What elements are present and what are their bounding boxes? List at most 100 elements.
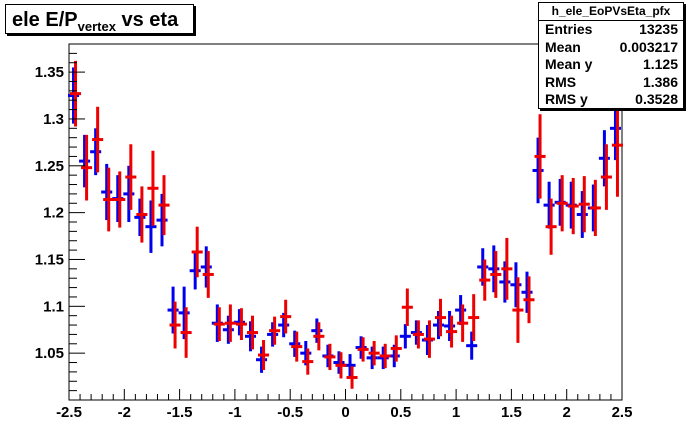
stats-value: 0.3528 [635, 91, 678, 107]
data-point [213, 307, 225, 341]
x-tick-label: 2 [563, 404, 571, 421]
data-point [302, 348, 314, 375]
data-point [434, 298, 447, 337]
data-point [501, 237, 513, 300]
stats-row-entries: Entries 13235 [539, 21, 683, 39]
data-point [399, 324, 411, 349]
data-point [488, 245, 500, 293]
title-main: ele E/P [12, 9, 78, 31]
data-point [521, 271, 533, 313]
data-point [333, 351, 345, 374]
data-point [534, 114, 546, 199]
stats-row-mean-y: Mean y 1.125 [539, 56, 683, 74]
data-point [324, 343, 336, 371]
x-tick-label: 0 [341, 404, 349, 421]
stats-histogram-name: h_ele_EoPVsEta_pfx [539, 3, 683, 21]
data-point [101, 163, 113, 221]
data-point [291, 331, 303, 362]
x-tick-label: 1.5 [501, 404, 522, 421]
data-point [368, 340, 380, 366]
data-point [556, 175, 568, 232]
data-point [357, 337, 369, 362]
data-point [114, 171, 126, 228]
y-tick-label: 1.05 [35, 345, 64, 362]
data-point [311, 318, 323, 343]
data-point [200, 246, 212, 288]
data-point [180, 307, 192, 358]
data-point [280, 299, 292, 334]
data-point [267, 322, 279, 347]
stats-label: Mean y [545, 56, 593, 72]
title-subscript: vertex [77, 19, 116, 34]
y-tick-label: 1.2 [43, 205, 64, 222]
data-point [479, 259, 491, 301]
axes: -2.5 -2 -1.5 -1 -0.5 0 0.5 1 1.5 2 2.5 1.05 1.1 1.15 1… [35, 43, 633, 421]
data-point [313, 322, 325, 351]
data-point [103, 167, 115, 232]
data-point [432, 311, 445, 340]
stats-row-rms: RMS 1.386 [539, 74, 683, 92]
stats-value: 1.125 [642, 56, 678, 72]
data-point [235, 308, 247, 341]
data-point [567, 177, 579, 235]
data-point [169, 301, 181, 349]
data-point [125, 144, 137, 210]
data-point [589, 179, 601, 237]
data-point [123, 165, 135, 222]
x-tick-label: 2.5 [612, 404, 633, 421]
data-point [81, 134, 93, 201]
data-point [510, 262, 522, 308]
x-tick-label: -1.5 [167, 404, 193, 421]
data-point [269, 316, 281, 345]
x-tick-label: -0.5 [277, 404, 303, 421]
data-point [145, 200, 157, 253]
y-tick-label: 1.25 [35, 158, 64, 175]
x-tick-label: 1 [452, 404, 460, 421]
data-point [457, 304, 469, 342]
data-point [134, 198, 146, 237]
data-point [335, 352, 347, 379]
stats-label: Entries [545, 21, 593, 37]
data-point [178, 286, 190, 340]
data-point [92, 106, 104, 173]
data-point [258, 340, 270, 371]
data-point [512, 277, 524, 343]
data-point [611, 93, 623, 197]
data-point [68, 67, 80, 124]
data-point [490, 251, 502, 298]
data-point [545, 198, 557, 255]
stats-box: h_ele_EoPVsEta_pfx Entries 13235 Mean 0.00… [538, 2, 684, 109]
data-point [523, 276, 535, 324]
data-point [244, 321, 257, 352]
data-point [158, 175, 170, 236]
data-point [191, 226, 203, 278]
stats-row-mean: Mean 0.003217 [539, 39, 683, 57]
x-tick-label: -1 [228, 404, 241, 421]
data-point [576, 191, 588, 238]
series-red [70, 60, 623, 389]
stats-value: 13235 [639, 21, 678, 37]
data-point [410, 320, 422, 345]
data-point [578, 176, 590, 233]
data-point [289, 330, 301, 357]
data-point [222, 315, 234, 344]
y-tick-label: 1.15 [35, 251, 64, 268]
data-point [401, 288, 413, 326]
stats-label: RMS [545, 73, 577, 90]
data-point [256, 346, 268, 373]
stats-row-rms-y: RMS y 0.3528 [539, 91, 683, 109]
data-point [390, 335, 402, 362]
data-point [79, 134, 91, 188]
data-point [346, 366, 358, 389]
stats-value: 1.386 [642, 73, 678, 90]
x-tick-label: -2.5 [56, 404, 82, 421]
data-point [377, 346, 389, 370]
data-point [455, 295, 467, 326]
data-point [444, 311, 456, 341]
data-point [543, 181, 555, 229]
data-point [202, 251, 214, 298]
data-point [90, 128, 102, 176]
title-rest: vs eta [115, 9, 179, 31]
stats-value: 0.003217 [619, 38, 678, 55]
